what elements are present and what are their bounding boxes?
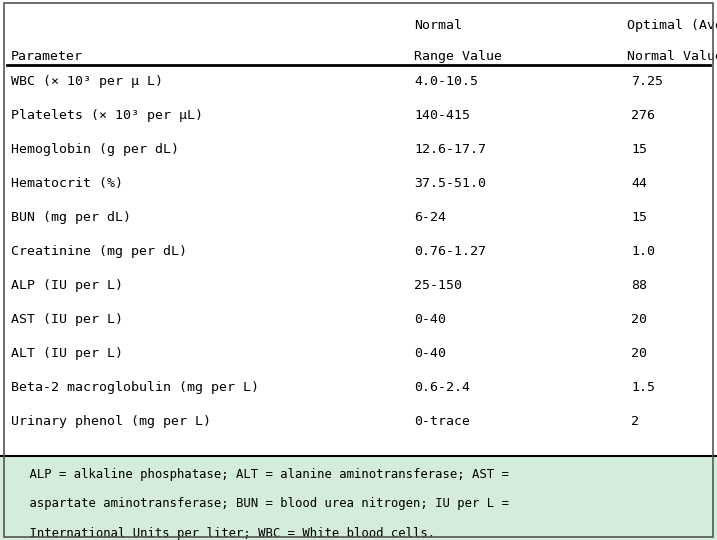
Text: 4.0-10.5: 4.0-10.5 bbox=[414, 75, 478, 88]
Text: 37.5-51.0: 37.5-51.0 bbox=[414, 177, 486, 190]
Text: Parameter: Parameter bbox=[11, 50, 82, 63]
Text: 1.5: 1.5 bbox=[631, 381, 655, 394]
Text: WBC (× 10³ per μ L): WBC (× 10³ per μ L) bbox=[11, 75, 163, 88]
Text: BUN (mg per dL): BUN (mg per dL) bbox=[11, 211, 130, 224]
Text: Urinary phenol (mg per L): Urinary phenol (mg per L) bbox=[11, 415, 211, 428]
Text: 15: 15 bbox=[631, 211, 647, 224]
Text: 0.76-1.27: 0.76-1.27 bbox=[414, 245, 486, 258]
Text: Platelets (× 10³ per μL): Platelets (× 10³ per μL) bbox=[11, 109, 203, 122]
Text: 44: 44 bbox=[631, 177, 647, 190]
Text: ALP = alkaline phosphatase; ALT = alanine aminotransferase; AST =: ALP = alkaline phosphatase; ALT = alanin… bbox=[0, 468, 509, 481]
Text: International Units per liter; WBC = White blood cells.: International Units per liter; WBC = Whi… bbox=[0, 527, 435, 540]
Text: Beta-2 macroglobulin (mg per L): Beta-2 macroglobulin (mg per L) bbox=[11, 381, 259, 394]
Text: ALP (IU per L): ALP (IU per L) bbox=[11, 279, 123, 292]
Text: 0-40: 0-40 bbox=[414, 313, 447, 326]
Text: Hematocrit (%): Hematocrit (%) bbox=[11, 177, 123, 190]
Text: 12.6-17.7: 12.6-17.7 bbox=[414, 143, 486, 156]
Text: 140-415: 140-415 bbox=[414, 109, 470, 122]
Text: 276: 276 bbox=[631, 109, 655, 122]
Bar bbox=[0, 456, 717, 540]
Text: 0-trace: 0-trace bbox=[414, 415, 470, 428]
Text: Hemoglobin (g per dL): Hemoglobin (g per dL) bbox=[11, 143, 179, 156]
Text: 25-150: 25-150 bbox=[414, 279, 462, 292]
Text: 15: 15 bbox=[631, 143, 647, 156]
Text: AST (IU per L): AST (IU per L) bbox=[11, 313, 123, 326]
Text: 1.0: 1.0 bbox=[631, 245, 655, 258]
Text: 6-24: 6-24 bbox=[414, 211, 447, 224]
Text: Normal Value: Normal Value bbox=[627, 50, 717, 63]
Text: ALT (IU per L): ALT (IU per L) bbox=[11, 347, 123, 360]
Text: 0.6-2.4: 0.6-2.4 bbox=[414, 381, 470, 394]
Text: 88: 88 bbox=[631, 279, 647, 292]
Text: 7.25: 7.25 bbox=[631, 75, 663, 88]
Text: Normal: Normal bbox=[414, 19, 462, 32]
Text: aspartate aminotransferase; BUN = blood urea nitrogen; IU per L =: aspartate aminotransferase; BUN = blood … bbox=[0, 497, 509, 510]
Text: Creatinine (mg per dL): Creatinine (mg per dL) bbox=[11, 245, 186, 258]
Text: Optimal (Average): Optimal (Average) bbox=[627, 19, 717, 32]
Text: 20: 20 bbox=[631, 313, 647, 326]
Text: 2: 2 bbox=[631, 415, 639, 428]
Text: 0-40: 0-40 bbox=[414, 347, 447, 360]
Text: 20: 20 bbox=[631, 347, 647, 360]
Text: Range Value: Range Value bbox=[414, 50, 503, 63]
